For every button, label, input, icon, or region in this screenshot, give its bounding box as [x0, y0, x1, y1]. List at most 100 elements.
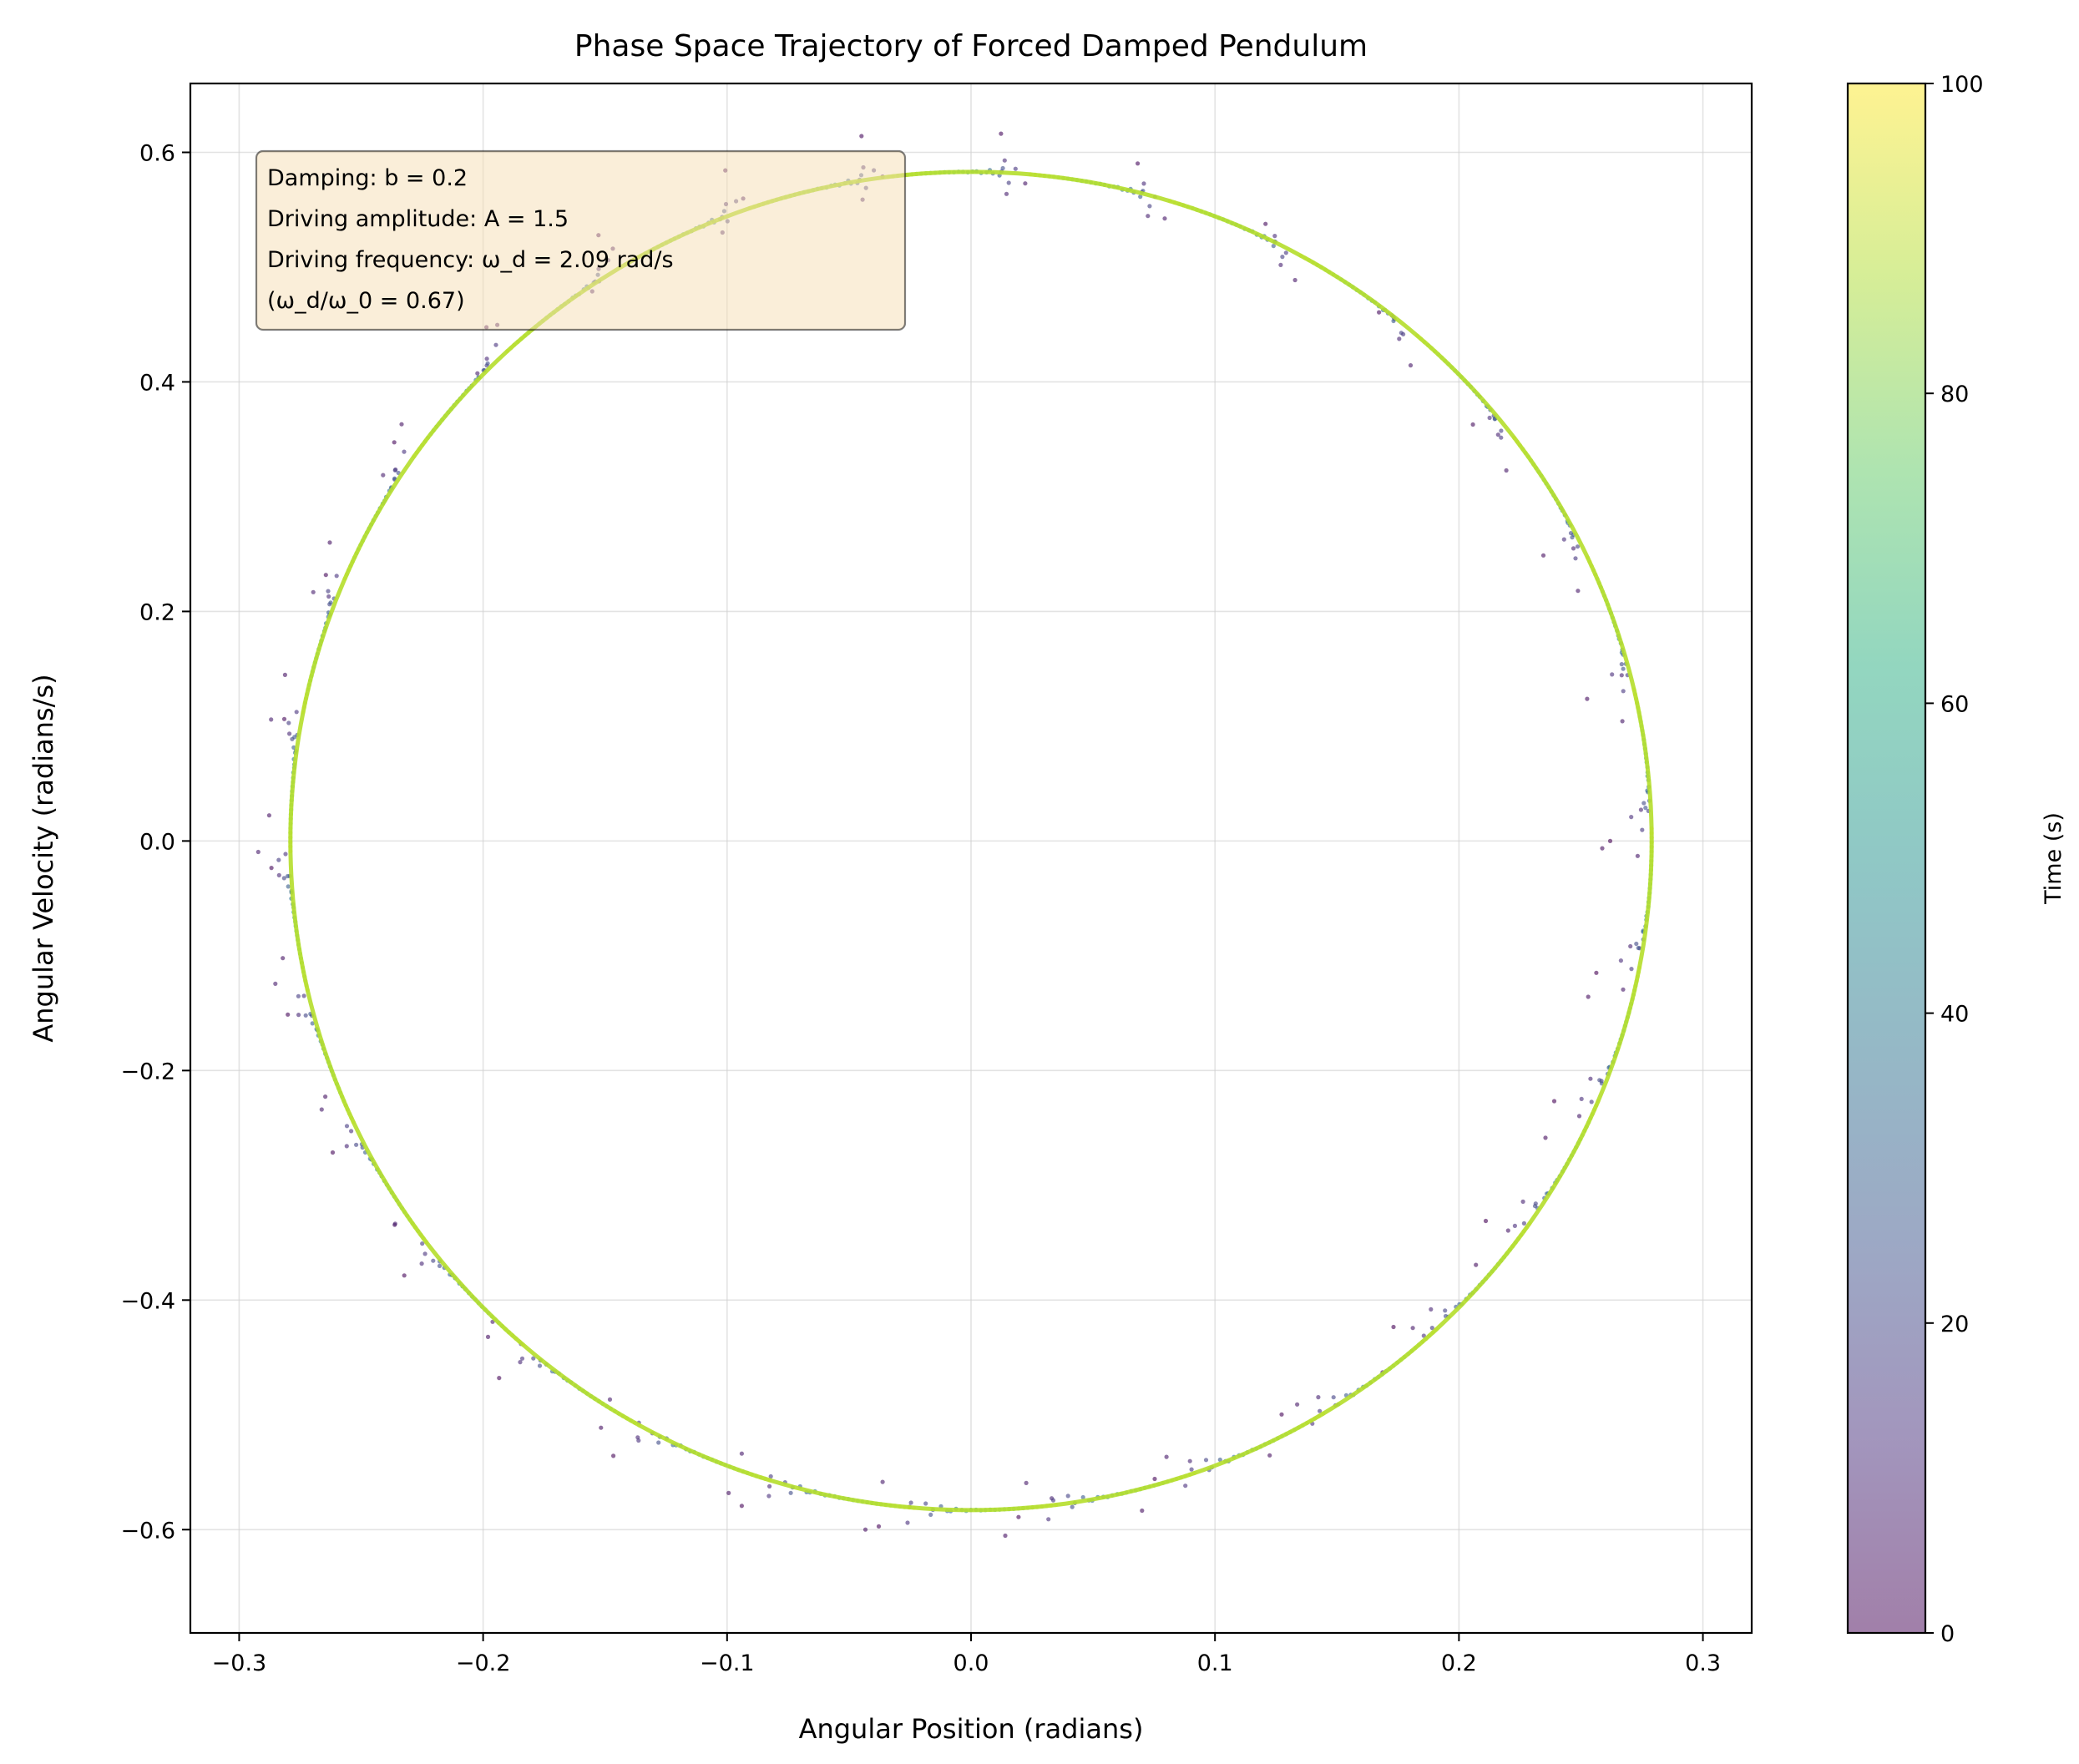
trajectory-point: [1579, 1096, 1584, 1101]
trajectory-point: [1483, 1218, 1489, 1224]
trajectory-point: [323, 1094, 328, 1099]
trajectory-point: [437, 1263, 443, 1268]
trajectory-point: [768, 1473, 773, 1479]
trajectory-point: [1643, 806, 1648, 811]
colorbar-tick-label: 100: [1940, 72, 1984, 98]
trajectory-point: [1619, 662, 1624, 667]
trajectory-point: [1146, 214, 1151, 219]
x-tick-label: 0.1: [1197, 1650, 1233, 1676]
trajectory-point: [1589, 1099, 1594, 1104]
colorbar-gradient: [1848, 83, 1925, 1633]
trajectory-point: [1576, 1114, 1582, 1119]
trajectory-point: [420, 1241, 425, 1246]
colorbar-tick-label: 40: [1940, 1002, 1969, 1028]
trajectory-point: [1377, 310, 1382, 315]
trajectory-point: [1586, 994, 1591, 999]
trajectory-point: [788, 1490, 793, 1495]
trajectory-point: [607, 1397, 613, 1402]
trajectory-point: [1002, 158, 1007, 163]
trajectory-point: [636, 1438, 641, 1443]
trajectory-point: [323, 573, 328, 578]
trajectory-point: [1138, 195, 1143, 200]
colorbar-tick-label: 60: [1940, 691, 1969, 717]
trajectory-point: [1512, 1223, 1517, 1228]
trajectory-point: [326, 594, 331, 599]
trajectory-point: [1217, 1457, 1222, 1463]
trajectory-point: [531, 1356, 536, 1361]
trajectory-point: [399, 422, 404, 427]
x-tick-label: −0.1: [700, 1650, 755, 1676]
trajectory-point: [283, 852, 288, 857]
trajectory-point: [402, 449, 407, 454]
trajectory-point: [1292, 277, 1297, 283]
trajectory-point: [1619, 673, 1624, 678]
trajectory-point: [1391, 1324, 1396, 1330]
trajectory-point: [1024, 1480, 1029, 1485]
y-tick-label: −0.4: [120, 1288, 175, 1314]
trajectory-point: [1504, 468, 1509, 473]
trajectory-point: [1203, 1458, 1209, 1463]
trajectory-point: [349, 1129, 354, 1134]
trajectory-point: [1421, 1333, 1426, 1338]
trajectory-point: [1499, 435, 1504, 440]
grid-lines: [190, 83, 1752, 1633]
trajectory-point: [303, 1013, 308, 1018]
x-axis-ticks: −0.3 −0.2 −0.1 0.0 0.1 0.2 0.3: [212, 1633, 1721, 1676]
trajectory-point: [301, 993, 306, 998]
trajectory-point: [296, 1013, 301, 1018]
trajectory-point: [1470, 422, 1475, 427]
trajectory-point: [269, 866, 274, 871]
trajectory-point: [294, 710, 299, 715]
trajectory-point: [1629, 967, 1634, 972]
trajectory-point: [880, 1479, 885, 1484]
colorbar-tick-label: 20: [1940, 1312, 1969, 1337]
y-tick-label: 0.0: [139, 829, 175, 855]
trajectory-point: [1576, 589, 1581, 594]
trajectory-point: [1006, 180, 1011, 185]
trajectory-point: [485, 361, 490, 366]
trajectory-point: [1070, 1504, 1075, 1509]
x-tick-label: −0.2: [456, 1650, 511, 1676]
trajectory-point: [1585, 696, 1590, 701]
trajectory-point: [1147, 204, 1152, 209]
trajectory-point: [354, 1142, 359, 1147]
trajectory-point: [419, 1261, 424, 1266]
trajectory-point: [656, 1440, 661, 1445]
trajectory-point: [266, 813, 271, 818]
trajectory-point: [1429, 1326, 1434, 1331]
trajectory-point: [327, 540, 332, 545]
trajectory-point: [1162, 216, 1167, 221]
trajectory-point: [344, 1124, 350, 1129]
trajectory-point: [1629, 815, 1634, 820]
trajectory-point: [1316, 1395, 1321, 1400]
trajectory-point: [923, 1501, 928, 1506]
trajectory-point: [1495, 432, 1500, 437]
trajectory-point: [1621, 666, 1626, 671]
trajectory-point: [876, 1524, 882, 1529]
trajectory-point: [862, 1527, 868, 1532]
annotation-line-frequency: Driving frequency: ω_d = 2.09 rad/s: [267, 247, 674, 273]
trajectory-point: [726, 1490, 731, 1495]
trajectory-point: [326, 589, 331, 594]
trajectory-point: [328, 600, 333, 605]
y-tick-label: 0.4: [139, 370, 175, 396]
trajectory-point: [1521, 1221, 1526, 1226]
trajectory-point: [1499, 428, 1504, 433]
trajectory-point: [1410, 1326, 1415, 1331]
trajectory-point: [319, 1107, 324, 1112]
trajectory-point: [330, 1150, 336, 1155]
trajectory-point: [537, 1363, 543, 1368]
trajectory-point: [1397, 336, 1402, 341]
trajectory-point: [1638, 807, 1643, 812]
trajectory-point: [292, 735, 297, 740]
trajectory-point: [381, 473, 386, 478]
trajectory-point: [1065, 1494, 1070, 1499]
trajectory-point: [1443, 1308, 1448, 1313]
trajectory-point: [1474, 1262, 1479, 1267]
trajectory-point: [1600, 846, 1605, 851]
y-tick-label: −0.6: [120, 1518, 175, 1544]
x-tick-label: 0.0: [954, 1650, 989, 1676]
trajectory-point: [1004, 191, 1009, 196]
colorbar: 0 20 40 60 80 100 Time (s): [1846, 72, 2066, 1647]
trajectory-point: [475, 371, 480, 376]
